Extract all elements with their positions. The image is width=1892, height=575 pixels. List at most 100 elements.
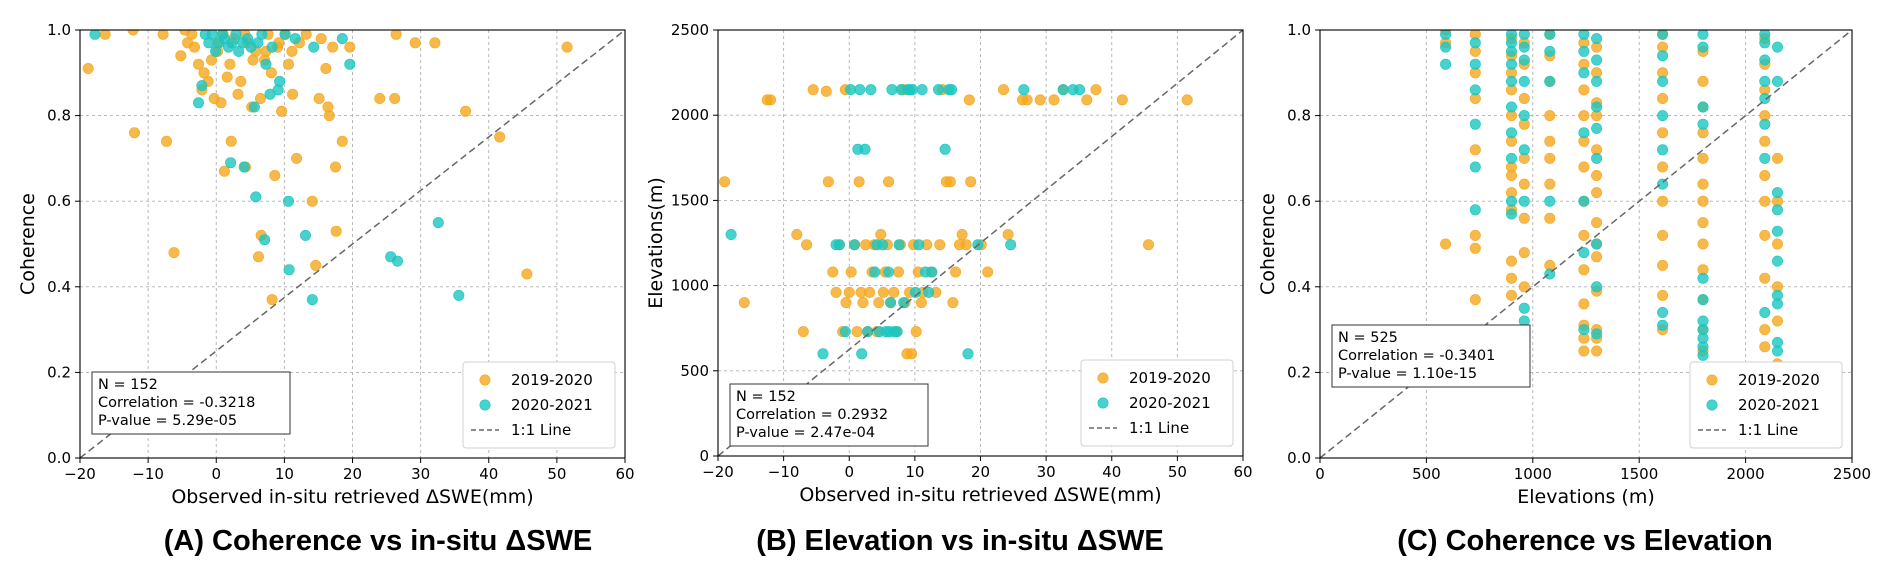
- scatter-point: [221, 71, 233, 83]
- scatter-point: [287, 88, 299, 100]
- scatter-point: [1657, 144, 1669, 156]
- x-tick-label: 2000: [1727, 465, 1765, 483]
- y-tick-label: 0.0: [47, 449, 71, 467]
- scatter-point: [1440, 30, 1452, 40]
- scatter-point: [1772, 187, 1784, 199]
- scatter-point: [260, 58, 272, 70]
- scatter-point: [344, 58, 356, 70]
- scatter-point: [934, 239, 946, 251]
- scatter-point: [1544, 30, 1556, 40]
- series-2019-2020: [82, 30, 573, 306]
- scatter-point: [1578, 264, 1590, 276]
- x-tick-label: 1500: [1620, 465, 1658, 483]
- scatter-point: [1440, 58, 1452, 70]
- scatter-point: [291, 152, 303, 164]
- scatter-point: [1578, 298, 1590, 310]
- scatter-point: [906, 348, 918, 360]
- scatter-point: [1034, 94, 1046, 106]
- scatter-point: [230, 30, 242, 40]
- scatter-point: [1591, 54, 1603, 66]
- scatter-point: [1469, 84, 1481, 96]
- scatter-point: [1697, 75, 1709, 87]
- scatter-point: [1518, 144, 1530, 156]
- x-tick-label: 0: [1315, 465, 1325, 483]
- scatter-point: [1506, 58, 1518, 70]
- scatter-point: [1506, 272, 1518, 284]
- scatter-point: [1578, 84, 1590, 96]
- y-tick-label: 1.0: [1287, 21, 1311, 39]
- scatter-point: [916, 84, 928, 96]
- legend-frame: [1080, 359, 1234, 447]
- scatter-point: [1657, 127, 1669, 139]
- scatter-point: [859, 143, 871, 155]
- scatter-point: [1048, 94, 1060, 106]
- scatter-point: [1697, 101, 1709, 113]
- legend-marker: [1706, 374, 1718, 386]
- scatter-point: [833, 239, 845, 251]
- scatter-point: [883, 266, 895, 278]
- scatter-point: [1578, 110, 1590, 122]
- scatter-point: [1544, 45, 1556, 57]
- scatter-point: [1591, 281, 1603, 293]
- stats-box-frame: [91, 371, 291, 435]
- scatter-point: [1021, 94, 1033, 106]
- x-axis-label: Observed in-situ retrieved ΔSWE(mm): [171, 486, 533, 508]
- scatter-point: [886, 84, 898, 96]
- stats-correlation: Correlation = -0.3401: [1338, 348, 1495, 364]
- scatter-point: [1469, 242, 1481, 254]
- scatter-point: [845, 266, 857, 278]
- scatter-point: [276, 105, 288, 117]
- scatter-point: [817, 348, 829, 360]
- scatter-point: [1759, 118, 1771, 130]
- scatter-point: [1591, 328, 1603, 340]
- points-layer: [82, 30, 573, 306]
- scatter-point: [344, 41, 356, 53]
- scatter-point: [186, 30, 198, 40]
- scatter-point: [1759, 324, 1771, 336]
- scatter-point: [950, 266, 962, 278]
- series-2020-2021: [89, 30, 465, 306]
- scatter-point: [913, 239, 925, 251]
- legend-label: 1:1 Line: [1129, 419, 1189, 437]
- scatter-point: [320, 62, 332, 74]
- scatter-point: [1544, 212, 1556, 224]
- x-axis-label: Observed in-situ retrieved ΔSWE(mm): [799, 484, 1161, 506]
- scatter-point: [915, 297, 927, 309]
- x-tick-label: 40: [479, 465, 498, 483]
- legend-marker: [479, 399, 491, 411]
- scatter-point: [797, 326, 809, 338]
- scatter-point: [862, 326, 874, 338]
- scatter-point: [1591, 75, 1603, 87]
- scatter-point: [1657, 259, 1669, 271]
- scatter-point: [856, 348, 868, 360]
- scatter-point: [944, 176, 956, 188]
- stats-n: N = 525: [1338, 330, 1398, 346]
- stats-pvalue: P-value = 2.47e-04: [736, 425, 875, 441]
- scatter-point: [1469, 204, 1481, 216]
- scatter-point: [1591, 101, 1603, 113]
- scatter-point: [854, 84, 866, 96]
- scatter-point: [336, 135, 348, 147]
- scatter-point: [390, 30, 402, 40]
- scatter-point: [1591, 238, 1603, 250]
- scatter-point: [1544, 178, 1556, 190]
- y-tick-label: 0.8: [1287, 107, 1311, 125]
- scatter-point: [1772, 204, 1784, 216]
- scatter-point: [1697, 178, 1709, 190]
- scatter-point: [265, 67, 277, 79]
- scatter-point: [1143, 239, 1155, 251]
- scatter-point: [175, 50, 187, 62]
- legend-label: 2020-2021: [1129, 394, 1211, 412]
- scatter-point: [1506, 152, 1518, 164]
- scatter-point: [1506, 208, 1518, 220]
- scatter-point: [306, 294, 318, 306]
- scatter-point: [129, 127, 141, 139]
- scatter-point: [218, 165, 230, 177]
- chart-b: −20 −10 0 10 20 30 40 50 60 0 500 1000 1500 2000 2500 O…: [645, 21, 1253, 557]
- scatter-point: [1578, 30, 1590, 40]
- x-tick-label: 1000: [1514, 465, 1552, 483]
- scatter-point: [719, 176, 731, 188]
- scatter-point: [308, 41, 320, 53]
- scatter-point: [1657, 289, 1669, 301]
- x-tick-label: 10: [905, 463, 924, 481]
